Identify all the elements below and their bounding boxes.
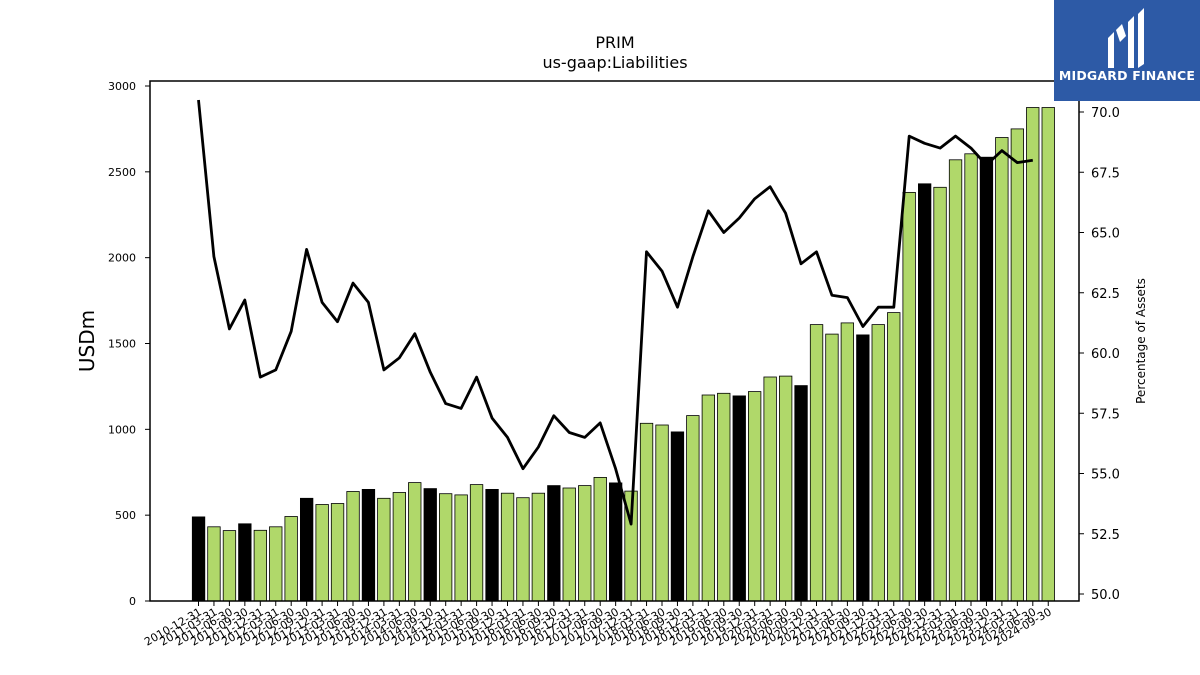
bar-2021-03-31: [825, 333, 839, 602]
y-tick-label: 0: [129, 595, 136, 608]
bar-2018-03-31: [639, 422, 654, 602]
bar-2014-06-30: [408, 482, 422, 602]
bar-2023-12-31: [995, 137, 1009, 602]
bar-2019-12-31: [748, 391, 762, 602]
bar-2018-06-30: [655, 424, 669, 602]
y2-tick-label: 67.5: [1091, 166, 1120, 181]
chart-title: PRIM: [595, 33, 634, 52]
bar-2013-12-31: [377, 497, 391, 602]
bar-2023-06-30: [964, 153, 978, 602]
bar-2024-03-31: [1010, 128, 1024, 602]
bar-2018-09-30: [670, 431, 685, 602]
y2-tick-label: 55.0: [1091, 468, 1120, 483]
bar-2021-12-31: [871, 324, 885, 602]
bar-2015-09-30: [485, 488, 499, 602]
y-tick-label: 2500: [108, 166, 136, 179]
y2-tick-label: 70.0: [1091, 106, 1120, 121]
y2-tick-label: 52.5: [1091, 528, 1120, 543]
y-tick-label: 2000: [108, 252, 136, 265]
bar-2022-09-30: [918, 183, 932, 602]
y-tick-label: 1000: [108, 423, 136, 436]
bar-2012-09-30: [299, 497, 314, 602]
bar-2012-12-31: [315, 504, 329, 602]
y-tick-label: 1500: [108, 338, 136, 351]
bar-2013-06-30: [346, 491, 360, 602]
bar-2011-06-30: [222, 530, 237, 602]
line-group: [197, 99, 1034, 526]
bar-2021-09-30: [856, 334, 870, 602]
x-axis: 2010-12-312011-03-312011-06-302011-09-30…: [142, 601, 1054, 649]
bars-group: [191, 107, 1055, 602]
brand-name: MIDGARD FINANCE: [1058, 68, 1196, 83]
bar-2020-09-30: [794, 385, 808, 602]
chart-subtitle: us-gaap:Liabilities: [542, 53, 687, 72]
bar-2017-06-30: [593, 476, 607, 602]
y-tick-label: 3000: [108, 80, 136, 93]
y2-tick-label: 57.5: [1091, 407, 1120, 422]
bar-2012-06-30: [284, 516, 298, 602]
bar-2015-03-31: [454, 494, 468, 602]
bar-2021-06-30: [840, 322, 854, 602]
bar-2016-12-31: [562, 487, 576, 602]
bar-2017-03-31: [578, 485, 592, 602]
y-axis-left: 0 500 1000 1500 2000 2500 3000: [108, 80, 150, 608]
y2-tick-label: 62.5: [1091, 287, 1120, 302]
bar-2024-06-30: [1026, 107, 1040, 602]
bar-2024-09-30: [1041, 107, 1055, 602]
bar-2015-12-31: [500, 492, 515, 602]
bar-2013-03-31: [330, 503, 345, 602]
y2-tick-label: 60.0: [1091, 347, 1120, 362]
bar-2020-06-30: [779, 375, 793, 602]
percentage-of-assets-line: [197, 99, 1034, 526]
bar-2013-09-30: [361, 488, 376, 602]
bar-2014-03-31: [392, 492, 407, 602]
bar-2016-06-30: [531, 492, 545, 602]
bar-2010-12-31: [191, 516, 206, 602]
plot-frame: [149, 80, 1080, 602]
y-axis-right: 50.0 52.5 55.0 57.5 60.0 62.5 65.0 67.5 70.0: [1079, 106, 1120, 603]
bar-2020-03-31: [763, 376, 777, 602]
bar-2019-06-30: [717, 392, 731, 602]
bar-2023-09-30: [979, 156, 994, 602]
bar-2012-03-31: [269, 526, 283, 602]
bar-2011-09-30: [238, 523, 252, 602]
bar-2020-12-31: [809, 324, 824, 602]
y2-tick-label: 50.0: [1091, 588, 1120, 603]
y-tick-label: 500: [115, 509, 136, 522]
y2-tick-label: 65.0: [1091, 227, 1120, 242]
midgard-logo-icon: [1108, 8, 1144, 68]
bar-2014-12-31: [438, 493, 453, 602]
bar-2019-09-30: [732, 395, 746, 602]
y-axis-label: USDm: [75, 310, 99, 372]
bar-2019-03-31: [701, 394, 715, 602]
bar-2022-03-31: [887, 312, 901, 602]
brand-logo: MIDGARD FINANCE: [1054, 0, 1200, 101]
bar-2016-03-31: [516, 497, 530, 602]
bar-2014-09-30: [423, 488, 437, 602]
bar-2023-03-31: [948, 159, 963, 602]
bar-2018-12-31: [686, 415, 700, 602]
y2-axis-label: Percentage of Assets: [1134, 278, 1148, 404]
bar-2022-12-31: [933, 186, 947, 602]
bar-2017-09-30: [609, 482, 623, 602]
bar-2022-06-30: [902, 191, 916, 602]
bar-2015-06-30: [469, 484, 484, 602]
bar-2011-03-31: [207, 526, 221, 602]
bar-2016-09-30: [547, 485, 561, 602]
bar-2011-12-31: [253, 529, 268, 602]
